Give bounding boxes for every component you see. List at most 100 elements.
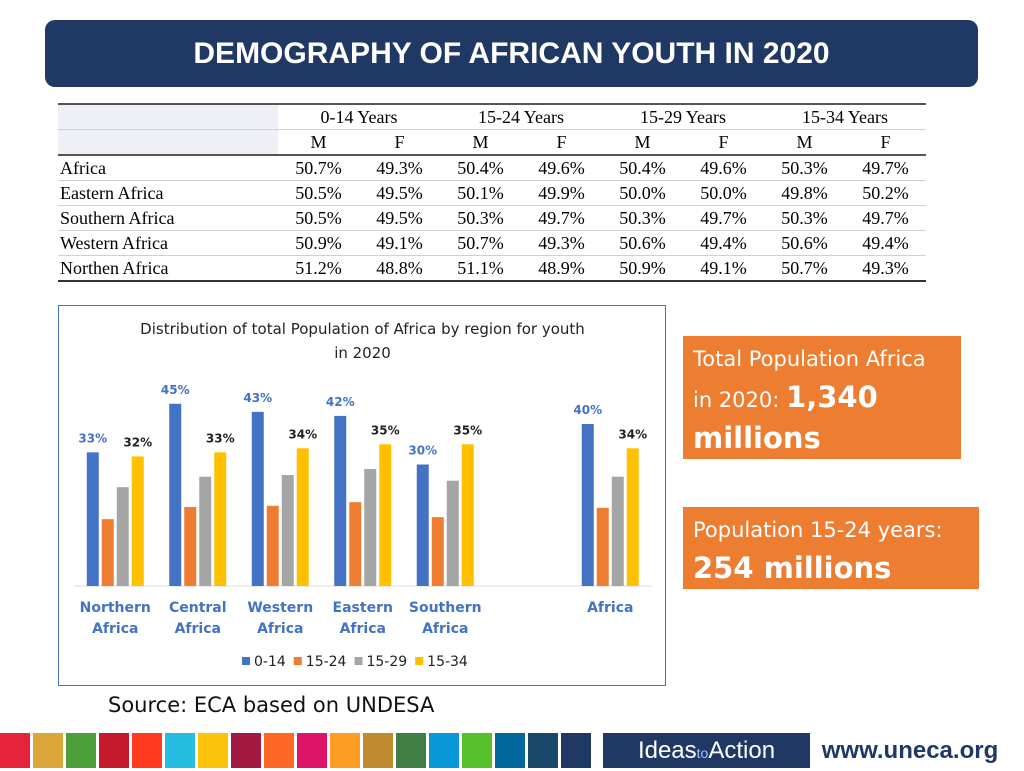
cell: 49.3% [521, 230, 602, 256]
cell: 50.6% [602, 230, 683, 256]
bar [169, 403, 182, 586]
cell: 50.5% [278, 180, 359, 206]
bar [131, 456, 144, 586]
legend-label: 15-29 [366, 654, 407, 670]
cell: 50.0% [602, 180, 683, 206]
footer-tile [462, 733, 492, 768]
value-label: 32% [123, 435, 152, 449]
cell: 50.0% [683, 180, 764, 206]
cell: 50.3% [440, 205, 521, 231]
brand-part: to [696, 745, 709, 761]
sub-header: M [602, 129, 683, 156]
sub-header: F [521, 129, 602, 156]
cell: 50.6% [764, 230, 845, 256]
cell: 50.3% [764, 205, 845, 231]
group-header: 15-24 Years [440, 103, 602, 130]
cell: 50.3% [602, 205, 683, 231]
cell: 49.4% [683, 230, 764, 256]
bar [251, 411, 264, 586]
row: Africa 50.7% 49.3% 50.4% 49.6% 50.4% 49.6% 50.3… [58, 155, 926, 181]
cell: 49.1% [683, 255, 764, 282]
value-label: 34% [618, 427, 647, 441]
cell: 49.5% [359, 205, 440, 231]
table: 0-14 Years 15-24 Years 15-29 Years 15-34 Ye… [58, 103, 926, 282]
group-header: 0-14 Years [278, 103, 440, 130]
cell: Southern Africa [58, 205, 278, 231]
brand-part: Action [708, 737, 776, 764]
value-label: 35% [453, 423, 482, 437]
value-label: 43% [243, 391, 272, 405]
cell: 50.9% [602, 255, 683, 282]
legend-swatch [293, 657, 302, 665]
box-text: Total Population Africa in 2020: [693, 347, 926, 412]
footer-tile [0, 733, 30, 768]
sub-header: F [359, 129, 440, 156]
legend-label: 0-14 [254, 654, 286, 670]
url: www.uneca.org [821, 737, 999, 764]
value-label: 33% [78, 431, 107, 445]
row: Eastern Africa 50.5% 49.5% 50.1% 49.9% 50.0% 5… [58, 180, 926, 206]
footer-tile [297, 733, 327, 768]
chart-frame [58, 305, 666, 686]
title: DEMOGRAPHY OF AFRICAN YOUTH IN 2020 [45, 20, 978, 87]
bar [199, 476, 212, 586]
footer-tile [33, 733, 63, 768]
info-box: Total Population Africa in 2020: 1,340 m… [683, 336, 961, 459]
cell: 50.5% [278, 205, 359, 231]
bar [596, 507, 609, 586]
bar [416, 464, 429, 586]
sub-header: F [683, 129, 764, 156]
group-header: 15-34 Years [764, 103, 926, 130]
brand-part: Ideas [637, 737, 697, 764]
cell: 50.7% [764, 255, 845, 282]
footer-tile [66, 733, 96, 768]
legend-label: 15-34 [427, 654, 468, 670]
value-label: 33% [206, 431, 235, 445]
header-row: 0-14 Years 15-24 Years 15-29 Years 15-34 Ye… [58, 103, 926, 130]
cell: 49.7% [845, 155, 926, 181]
bar [626, 448, 639, 586]
legend-swatch [242, 657, 250, 665]
cell: 50.7% [440, 230, 521, 256]
x-tick-label: Eastern Africa [332, 600, 393, 637]
box-highlight: 254 millions [693, 551, 892, 585]
footer-tile [132, 733, 162, 768]
cell: Western Africa [58, 230, 278, 256]
x-tick-label: Africa [587, 600, 634, 616]
cell [58, 103, 278, 130]
chart-title: Distribution of total Population of Afri… [140, 320, 585, 362]
info-box: Population 15-24 years: 254 millions [683, 507, 979, 589]
bar [296, 448, 309, 586]
cell: 50.7% [278, 155, 359, 181]
row: Western Africa 50.9% 49.1% 50.7% 49.3% 50.6% 4… [58, 230, 926, 256]
legend-swatch [415, 657, 424, 665]
sub-header: F [845, 129, 926, 156]
cell: 50.9% [278, 230, 359, 256]
sub-header: M [440, 129, 521, 156]
footer-tile [264, 733, 294, 768]
cell: 49.6% [683, 155, 764, 181]
value-label: 30% [408, 444, 437, 458]
group-header: 15-29 Years [602, 103, 764, 130]
cell: 50.3% [764, 155, 845, 181]
box-text: Population 15-24 years: [693, 518, 943, 542]
bar [611, 476, 624, 586]
cell: 49.7% [845, 205, 926, 231]
x-tick-label: Northern Africa [79, 600, 151, 637]
cell: 51.2% [278, 255, 359, 282]
bar [116, 487, 129, 586]
cell: 48.8% [359, 255, 440, 282]
bar [364, 468, 377, 586]
value-label: 34% [288, 427, 317, 441]
x-tick-label: Southern Africa [408, 600, 482, 637]
box-highlight: 1,340 millions [693, 380, 878, 455]
bar [349, 502, 362, 586]
source: Source: ECA based on UNDESA [108, 693, 435, 717]
bar [334, 415, 347, 586]
x-tick-label: Central Africa [168, 600, 227, 637]
legend-swatch [354, 657, 363, 665]
cell: 51.1% [440, 255, 521, 282]
bar [461, 444, 474, 586]
footer-tile [198, 733, 228, 768]
